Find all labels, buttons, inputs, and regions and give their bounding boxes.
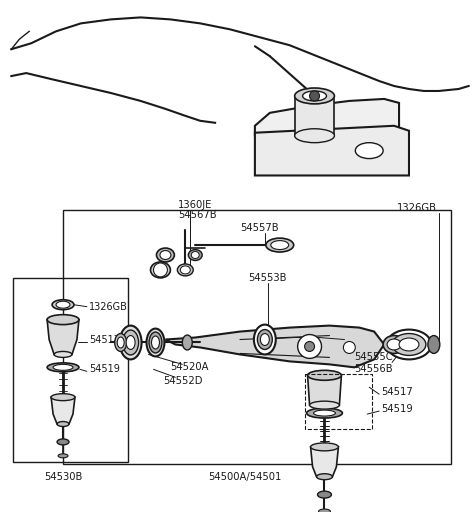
Ellipse shape	[399, 338, 419, 351]
Text: 54552D: 54552D	[163, 376, 203, 386]
Ellipse shape	[303, 91, 326, 101]
Polygon shape	[51, 397, 75, 424]
Text: 1360JE: 1360JE	[178, 200, 213, 210]
Ellipse shape	[188, 249, 202, 261]
Ellipse shape	[317, 491, 332, 498]
Ellipse shape	[355, 143, 383, 159]
Ellipse shape	[52, 300, 74, 310]
Ellipse shape	[310, 401, 340, 409]
Ellipse shape	[120, 325, 142, 359]
Ellipse shape	[383, 336, 405, 354]
Text: 54567B: 54567B	[178, 210, 217, 220]
Ellipse shape	[57, 439, 69, 445]
Text: 54530B: 54530B	[44, 472, 82, 482]
Ellipse shape	[182, 335, 192, 350]
Text: 54517: 54517	[381, 387, 413, 397]
Polygon shape	[255, 99, 399, 151]
Ellipse shape	[152, 336, 160, 349]
Circle shape	[343, 341, 355, 354]
Text: 1326GB: 1326GB	[89, 302, 128, 311]
Ellipse shape	[306, 408, 342, 418]
Ellipse shape	[294, 88, 334, 104]
Ellipse shape	[146, 328, 164, 356]
Polygon shape	[294, 96, 334, 136]
Bar	[63, 210, 451, 464]
Ellipse shape	[311, 443, 338, 451]
Text: 54555C: 54555C	[354, 353, 393, 362]
Ellipse shape	[266, 238, 294, 252]
Ellipse shape	[180, 266, 190, 274]
Ellipse shape	[53, 364, 73, 370]
Ellipse shape	[58, 454, 68, 458]
Polygon shape	[311, 447, 338, 476]
Ellipse shape	[254, 325, 276, 355]
Ellipse shape	[57, 421, 69, 427]
Bar	[13, 278, 128, 462]
Text: 54556B: 54556B	[354, 364, 393, 374]
Bar	[304, 374, 372, 429]
Ellipse shape	[151, 262, 171, 278]
Text: 54557B: 54557B	[240, 223, 279, 233]
Text: 54500A/54501: 54500A/54501	[208, 472, 282, 482]
Ellipse shape	[316, 474, 332, 480]
Polygon shape	[165, 325, 384, 368]
Ellipse shape	[54, 352, 72, 357]
Text: 1326GB: 1326GB	[397, 203, 437, 213]
Ellipse shape	[387, 329, 431, 359]
Polygon shape	[47, 320, 79, 355]
Text: 54520A: 54520A	[171, 362, 209, 372]
Ellipse shape	[56, 301, 70, 308]
Ellipse shape	[149, 332, 162, 353]
Ellipse shape	[47, 315, 79, 325]
Ellipse shape	[117, 337, 124, 348]
Ellipse shape	[271, 241, 289, 249]
Ellipse shape	[177, 264, 193, 276]
Ellipse shape	[387, 339, 401, 350]
Ellipse shape	[47, 363, 79, 372]
Ellipse shape	[126, 336, 135, 350]
Polygon shape	[308, 375, 342, 405]
Ellipse shape	[294, 128, 334, 143]
Text: 54553B: 54553B	[248, 273, 286, 283]
Ellipse shape	[428, 336, 440, 354]
Ellipse shape	[314, 410, 335, 416]
Circle shape	[298, 335, 322, 358]
Circle shape	[153, 263, 167, 277]
Circle shape	[304, 341, 314, 352]
Text: 54519: 54519	[381, 404, 413, 414]
Ellipse shape	[191, 251, 199, 259]
Ellipse shape	[160, 250, 171, 260]
Polygon shape	[255, 126, 409, 175]
Ellipse shape	[260, 334, 269, 345]
Ellipse shape	[319, 509, 331, 514]
Ellipse shape	[308, 370, 342, 380]
Ellipse shape	[115, 334, 127, 352]
Ellipse shape	[257, 329, 272, 350]
Text: 54519: 54519	[89, 364, 120, 374]
Circle shape	[310, 91, 320, 101]
Ellipse shape	[123, 330, 139, 355]
Ellipse shape	[156, 248, 174, 262]
Ellipse shape	[51, 394, 75, 400]
Text: 54517: 54517	[89, 335, 120, 344]
Ellipse shape	[392, 334, 426, 355]
